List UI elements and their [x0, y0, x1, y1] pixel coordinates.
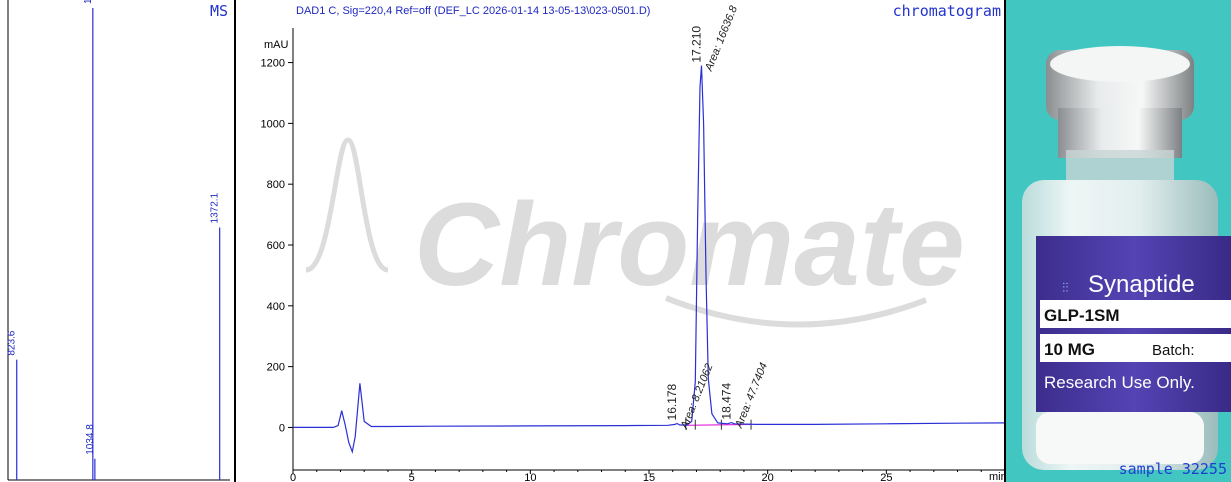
vial-crimp: [1058, 108, 1182, 158]
x-tick-label-5: 25: [880, 472, 892, 482]
watermark-text: Chromate: [414, 179, 965, 311]
y-tick-label-2: 400: [267, 301, 285, 313]
chromatogram-panel: Chromate DAD1 C, Sig=220,4 Ref=off (DEF_L…: [236, 0, 1005, 482]
vial-product-box: [1040, 300, 1231, 328]
brand-logo-icon: ⫶⫶: [1062, 280, 1069, 295]
y-tick-label-4: 800: [267, 179, 285, 191]
chromatogram-panel-label: chromatogram: [892, 2, 1001, 20]
signal-trace: [293, 65, 1005, 454]
vial-dose-box: [1040, 334, 1231, 362]
ms-panel-label: MS: [209, 2, 228, 20]
ms-spectrum: 823.6 1029.3 1034.8 1372.1: [7, 0, 230, 481]
vial-cap-top: [1050, 46, 1190, 82]
sample-photo-panel: ⫶⫶ Synaptide GLP-1SM 10 MG Batch: Resear…: [1006, 0, 1231, 482]
peak-rt-label-2: 18.474: [719, 383, 733, 420]
peak-area-label-1: Area: 16636.8: [703, 3, 741, 73]
vial-photo: ⫶⫶ Synaptide GLP-1SM 10 MG Batch: Resear…: [1006, 0, 1231, 482]
panel-divider-left: [234, 0, 236, 482]
chart-title: DAD1 C, Sig=220,4 Ref=off (DEF_LC 2026-0…: [296, 5, 650, 17]
vial-product: GLP-1SM: [1044, 306, 1120, 325]
ms-panel: 823.6 1029.3 1034.8 1372.1 MS: [0, 0, 234, 482]
vial-dose: 10 MG: [1044, 340, 1095, 359]
ms-peak-label-3: 1372.1: [210, 192, 221, 223]
x-axis-label: min: [989, 471, 1005, 482]
ms-peak-label-0: 823.6: [7, 330, 18, 355]
x-tick-label-3: 15: [643, 472, 655, 482]
y-tick-label-5: 1000: [261, 118, 285, 130]
x-tick-label-0: 0: [290, 472, 296, 482]
watermark-swoosh: [664, 295, 928, 328]
ms-peak-label-1: 1029.3: [83, 0, 94, 4]
vial-batch: Batch:: [1152, 342, 1195, 359]
x-tick-label-2: 10: [524, 472, 536, 482]
x-tick-label-1: 5: [409, 472, 415, 482]
peak-rt-label-1: 17.210: [689, 26, 703, 63]
vial-brand: Synaptide: [1088, 271, 1195, 298]
watermark-logo-icon: [305, 137, 389, 273]
panel-divider-right: [1004, 0, 1006, 482]
y-axis-label: mAU: [264, 39, 289, 51]
vial-note: Research Use Only.: [1044, 373, 1195, 392]
y-tick-label-6: 1200: [261, 58, 285, 70]
y-tick-label-1: 200: [267, 362, 285, 374]
y-tick-label-3: 600: [267, 240, 285, 252]
ms-peak-label-2: 1034.8: [85, 424, 96, 455]
peak-rt-label-0: 16.178: [665, 383, 679, 420]
x-tick-label-4: 20: [762, 472, 774, 482]
vial-powder: [1036, 412, 1204, 464]
chromatogram-chart: Chromate DAD1 C, Sig=220,4 Ref=off (DEF_L…: [261, 3, 1005, 482]
sample-label: sample 32255: [1118, 460, 1227, 478]
y-tick-label-0: 0: [279, 422, 285, 434]
